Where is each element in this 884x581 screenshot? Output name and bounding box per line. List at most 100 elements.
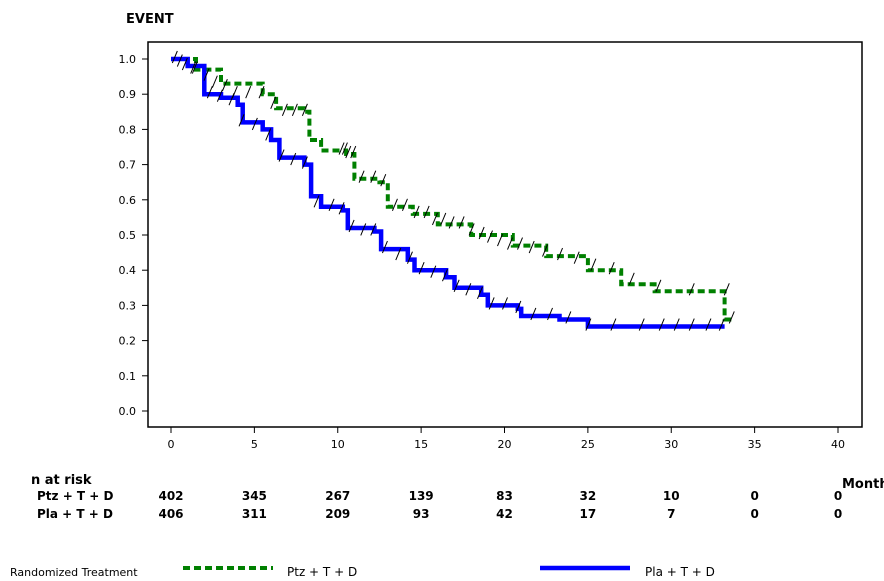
censor-mark bbox=[181, 57, 188, 71]
censor-mark bbox=[477, 286, 483, 300]
censor-mark bbox=[290, 152, 297, 166]
censor-mark bbox=[590, 258, 597, 271]
x-tick-label: 25 bbox=[581, 438, 595, 451]
censor-mark bbox=[338, 202, 345, 215]
risk-count: 0 bbox=[750, 507, 758, 521]
risk-count: 42 bbox=[496, 507, 513, 521]
censor-mark bbox=[245, 86, 252, 99]
censor-mark bbox=[688, 283, 695, 296]
censor-mark bbox=[251, 117, 258, 131]
censor-mark bbox=[542, 244, 548, 257]
censor-mark bbox=[497, 233, 503, 247]
censor-mark bbox=[573, 251, 580, 264]
censor-mark bbox=[395, 247, 402, 261]
censor-mark bbox=[468, 223, 475, 236]
risk-count: 311 bbox=[242, 507, 267, 521]
y-tick-label: 0.1 bbox=[119, 370, 137, 383]
legend: Randomized Treatment Ptz + T + D Pla + T … bbox=[10, 565, 715, 579]
censor-mark bbox=[723, 283, 730, 296]
risk-count: 139 bbox=[409, 489, 434, 503]
censor-mark bbox=[517, 237, 523, 250]
censor-marks bbox=[171, 50, 735, 331]
risk-count: 17 bbox=[580, 507, 597, 521]
risk-count: 345 bbox=[242, 489, 267, 503]
censor-mark bbox=[507, 237, 513, 250]
censor-mark bbox=[191, 61, 198, 74]
censor-mark bbox=[238, 114, 245, 127]
censor-mark bbox=[328, 198, 335, 212]
censor-mark bbox=[658, 318, 665, 331]
censor-mark bbox=[488, 297, 495, 310]
censor-mark bbox=[258, 86, 265, 99]
x-tick-label: 0 bbox=[168, 438, 175, 451]
censor-mark bbox=[381, 240, 388, 254]
chart-title: EVENT bbox=[126, 12, 174, 27]
censor-mark bbox=[338, 142, 345, 155]
censor-mark bbox=[270, 96, 277, 109]
censor-mark bbox=[458, 216, 465, 229]
censor-mark bbox=[313, 195, 320, 208]
km-curve-pla bbox=[171, 56, 725, 329]
x-tick-label: 35 bbox=[748, 438, 762, 451]
censor-mark bbox=[655, 279, 662, 292]
x-tick-label: 20 bbox=[498, 438, 512, 451]
censor-mark bbox=[391, 198, 398, 212]
censor-mark bbox=[718, 318, 725, 331]
censor-mark bbox=[487, 230, 493, 243]
risk-table-title: n at risk bbox=[31, 473, 92, 488]
censor-mark bbox=[380, 174, 387, 187]
censor-mark bbox=[557, 247, 563, 261]
y-tick-label: 0.8 bbox=[119, 123, 137, 136]
censor-mark bbox=[370, 170, 377, 183]
censor-mark bbox=[423, 205, 430, 219]
risk-count: 83 bbox=[496, 489, 513, 503]
censor-mark bbox=[401, 198, 408, 212]
y-tick-label: 0.3 bbox=[119, 299, 137, 312]
censor-mark bbox=[565, 311, 572, 324]
censor-mark bbox=[502, 297, 508, 310]
censor-mark bbox=[216, 89, 223, 102]
y-tick-label: 0.5 bbox=[119, 229, 137, 242]
censor-mark bbox=[206, 86, 213, 99]
censor-mark bbox=[530, 307, 537, 321]
censor-mark bbox=[585, 318, 592, 331]
x-axis-label: Month bbox=[842, 477, 884, 492]
risk-row-label: Pla + T + D bbox=[37, 507, 113, 521]
censor-mark bbox=[211, 75, 218, 88]
censor-mark bbox=[705, 318, 712, 331]
censor-mark bbox=[360, 223, 367, 236]
censor-mark bbox=[448, 216, 455, 229]
y-tick-label: 0.6 bbox=[119, 194, 137, 207]
censor-mark bbox=[221, 78, 228, 92]
censor-mark bbox=[406, 251, 413, 264]
censor-mark bbox=[291, 103, 298, 116]
x-tick-label: 30 bbox=[664, 438, 678, 451]
censor-mark bbox=[442, 269, 448, 282]
censor-mark bbox=[341, 142, 348, 155]
x-tick-label: 10 bbox=[331, 438, 345, 451]
censor-mark bbox=[432, 212, 438, 226]
legend-title: Randomized Treatment bbox=[10, 566, 138, 579]
y-tick-label: 0.0 bbox=[119, 405, 137, 418]
censor-mark bbox=[228, 93, 235, 106]
censor-mark bbox=[345, 145, 352, 159]
censor-mark bbox=[478, 226, 485, 240]
censor-mark bbox=[278, 149, 285, 162]
x-axis: 0 5 10 15 20 25 30 35 40 bbox=[168, 427, 845, 451]
risk-count: 7 bbox=[667, 507, 675, 521]
censor-mark bbox=[418, 262, 425, 275]
risk-count: 0 bbox=[834, 489, 842, 503]
censor-mark bbox=[610, 318, 617, 331]
y-tick-label: 0.7 bbox=[119, 159, 137, 172]
risk-count: 0 bbox=[750, 489, 758, 503]
y-tick-label: 0.9 bbox=[119, 88, 137, 101]
censor-mark bbox=[547, 307, 553, 321]
y-tick-label: 0.2 bbox=[119, 335, 137, 348]
censor-mark bbox=[171, 50, 178, 64]
censor-mark bbox=[528, 240, 535, 254]
risk-count: 267 bbox=[325, 489, 350, 503]
risk-count: 209 bbox=[325, 507, 350, 521]
risk-count: 406 bbox=[158, 507, 183, 521]
risk-row-label: Ptz + T + D bbox=[37, 489, 114, 503]
